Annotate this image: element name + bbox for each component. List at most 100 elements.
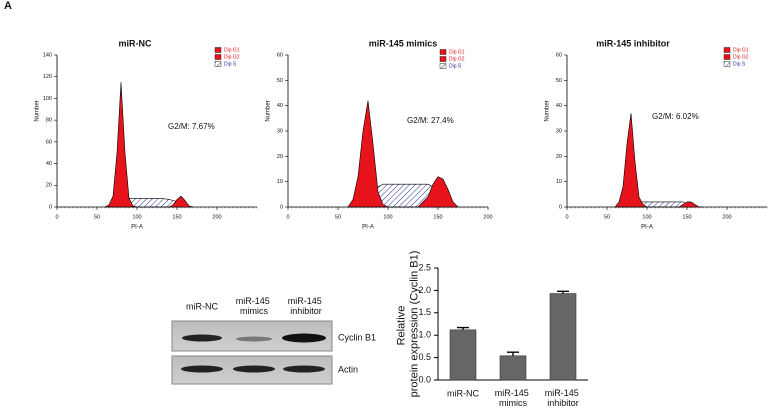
y-axis-label: Number — [35, 100, 41, 121]
legend-swatch — [723, 54, 731, 60]
legend-swatch — [439, 49, 447, 55]
y-axis-label: Number — [266, 100, 272, 121]
chart-title: miR-145 inhibitor — [596, 38, 670, 48]
x-tick-label: 50 — [335, 214, 341, 220]
y-tick-label: 0.0 — [418, 374, 431, 384]
y-tick-label: 2.5 — [418, 262, 431, 272]
y-tick-label: 100 — [43, 96, 52, 102]
annotation: G2/M: 27.4% — [407, 116, 454, 125]
x-tick-label: 50 — [604, 214, 610, 220]
area — [614, 113, 703, 208]
legend-label: Dip G1 — [449, 49, 465, 55]
legend-label: Dip S — [449, 63, 462, 69]
blot-band — [233, 365, 275, 373]
y-axis-label: Number — [545, 100, 551, 121]
chart-title: miR-145 mimics — [369, 38, 438, 48]
panel-label: A — [4, 0, 12, 12]
y-tick-label: 60 — [277, 52, 283, 58]
x-tick-label: 0 — [55, 214, 58, 220]
x-tick-label: 0 — [565, 214, 568, 220]
x-tick-label: 200 — [212, 214, 221, 220]
x-tick-label: 150 — [433, 214, 442, 220]
legend-label: Dip G2 — [224, 54, 240, 60]
bar — [449, 329, 477, 381]
y-tick-label: 10 — [277, 179, 283, 185]
x-tick-label: 0 — [286, 214, 289, 220]
x-tick-label: 200 — [483, 214, 492, 220]
blot-band — [236, 336, 272, 342]
y-tick-label: 1.5 — [418, 307, 431, 317]
error-bar — [557, 290, 569, 294]
blot-column-label: miR-145 mimics — [236, 296, 273, 316]
x-tick-label: 50 — [94, 214, 100, 220]
blot-band — [282, 333, 326, 343]
x-tick-label: 100 — [383, 214, 392, 220]
y-tick-label: 0 — [49, 204, 52, 210]
y-tick-label: 60 — [46, 139, 52, 145]
y-tick-label: 80 — [46, 118, 52, 124]
area — [348, 176, 459, 208]
blot-band — [182, 334, 222, 342]
y-tick-label: 0 — [559, 204, 562, 210]
x-tick-label: miR-145 mimics — [495, 388, 532, 408]
y-tick-label: 10 — [556, 179, 562, 185]
y-tick-label: 20 — [556, 154, 562, 160]
x-axis-label: PI-A — [131, 225, 143, 231]
legend-swatch — [439, 63, 447, 69]
blot-band — [181, 365, 223, 373]
annotation: G2/M: 7.67% — [168, 122, 215, 131]
x-axis-label: PI-A — [641, 225, 653, 231]
y-tick-label: 40 — [556, 103, 562, 109]
y-tick-label: 0 — [280, 204, 283, 210]
y-tick-label: 1.0 — [418, 330, 431, 340]
legend-label: Dip S — [733, 61, 746, 67]
annotation: G2/M: 6.02% — [652, 112, 699, 121]
legend-swatch — [214, 61, 222, 67]
bar — [549, 293, 577, 381]
blot-band — [283, 365, 325, 373]
y-tick-label: 30 — [277, 128, 283, 134]
y-axis-label: Relative protein expression (Cyclin B1) — [395, 251, 420, 398]
legend-label: Dip G1 — [733, 47, 749, 53]
y-tick-label: 30 — [556, 128, 562, 134]
legend-swatch — [723, 61, 731, 67]
chart-title: miR-NC — [119, 38, 152, 48]
x-tick-label: 100 — [642, 214, 651, 220]
error-bar — [507, 351, 519, 356]
y-tick-label: 50 — [556, 78, 562, 84]
western-blot — [171, 320, 333, 385]
legend-swatch — [439, 56, 447, 62]
y-tick-label: 50 — [277, 78, 283, 84]
y-tick-label: 40 — [277, 103, 283, 109]
area — [104, 82, 193, 208]
blot-row-label: Cyclin B1 — [338, 332, 376, 342]
x-tick-label: miR-145 inhibitor — [545, 388, 582, 408]
blot-column-label: miR-145 inhibitor — [288, 296, 325, 316]
y-tick-label: 0.5 — [418, 352, 431, 362]
y-tick-label: 20 — [277, 154, 283, 160]
x-tick-label: 150 — [172, 214, 181, 220]
blot-row-label: Actin — [338, 364, 358, 374]
legend-swatch — [214, 47, 222, 53]
bar — [499, 355, 527, 381]
x-tick-label: miR-NC — [447, 388, 479, 398]
y-tick-label: 2.0 — [418, 285, 431, 295]
area — [615, 201, 703, 208]
legend-label: Dip G2 — [449, 56, 465, 62]
legend-swatch — [214, 54, 222, 60]
x-tick-label: 100 — [132, 214, 141, 220]
x-axis-label: PI-A — [362, 225, 374, 231]
legend-swatch — [723, 47, 731, 53]
x-tick-label: 200 — [722, 214, 731, 220]
y-tick-label: 40 — [46, 161, 52, 167]
y-tick-label: 60 — [556, 52, 562, 58]
y-tick-label: 120 — [43, 74, 52, 80]
legend-label: Dip S — [224, 61, 237, 67]
x-tick-label: 150 — [682, 214, 691, 220]
legend-label: Dip G1 — [224, 47, 240, 53]
y-tick-label: 20 — [46, 183, 52, 189]
blot-column-label: miR-NC — [186, 301, 218, 311]
legend-label: Dip G2 — [733, 54, 749, 60]
